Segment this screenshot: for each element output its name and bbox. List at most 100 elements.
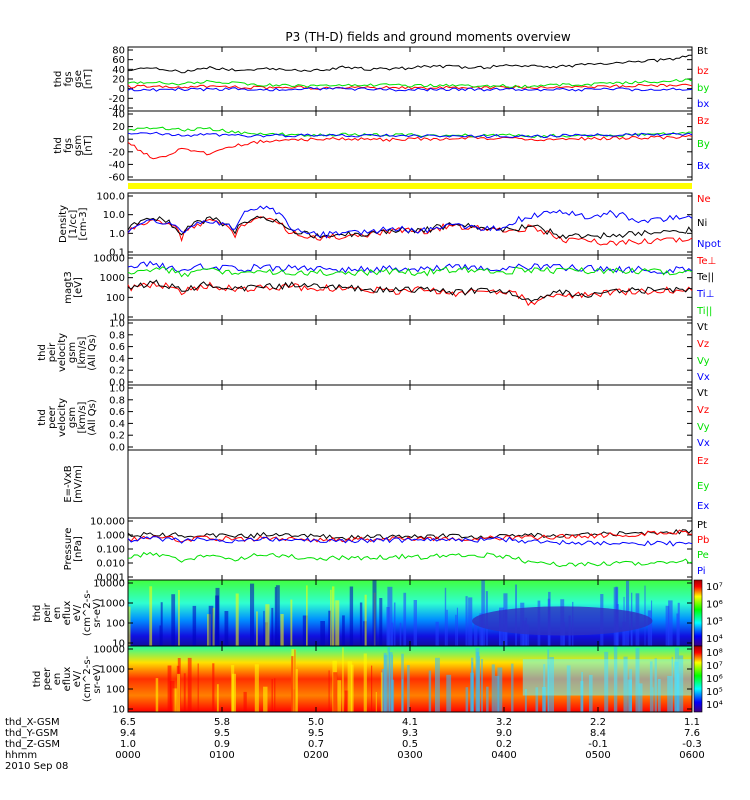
y-axis-label-line: [nT] (83, 69, 94, 89)
y-axis-label: Pressure [nPa] (63, 528, 84, 571)
panel-temp: 10000 1000 100 10 magt3 [eV] (63, 254, 693, 324)
spectrogram-streak (335, 600, 340, 646)
colorbar-tick-label: 10⁶ (706, 674, 723, 685)
spectrogram-streak (295, 669, 298, 712)
y-axis-label-line: thd (53, 71, 64, 88)
panel-peer_eflux: 10⁸ 10⁷ 10⁶ 10⁵ 10⁴ 10000 1000 100 10 thd peer en ef… (32, 645, 723, 716)
spectrogram-streak (386, 607, 390, 646)
spectrogram-streak (580, 681, 584, 712)
spectrogram-streak (407, 665, 410, 712)
spectrogram-streak (349, 586, 354, 646)
y-axis-label-line: fgs (63, 71, 74, 86)
y-axis-label: thd peir velocity gsm [km/s] (All Qs) (37, 333, 98, 372)
spectrogram-streak (627, 679, 632, 712)
y-axis-label: thd peer velocity gsm [km/s] (All Qs) (37, 398, 98, 437)
series-line-density-2 (127, 205, 693, 239)
y-axis-label-line: fgs (63, 138, 74, 153)
y-tick-label: -40 (109, 104, 125, 115)
x-tick-label: 3.2 (496, 717, 512, 728)
legend-entry: Vy (697, 356, 710, 367)
y-tick-label: 0.8 (109, 395, 125, 406)
spectrogram-streak (337, 680, 342, 712)
spectrogram-streak (446, 609, 448, 646)
x-tick-label: 0400 (491, 750, 516, 761)
y-tick-label: 80 (112, 46, 125, 57)
y-tick-label: 60 (112, 55, 125, 66)
y-tick-label: 10.0 (103, 210, 125, 221)
spectrogram-streak (342, 615, 345, 646)
x-tick-label: 0100 (209, 750, 234, 761)
spectrogram-streak (178, 590, 180, 646)
series-line-fgs_gse-3 (127, 86, 693, 92)
series-line-temp-3 (127, 266, 693, 278)
legend-entry: Pe (697, 550, 709, 561)
legend-entry: by (697, 83, 709, 94)
spectrogram-streak (511, 663, 514, 712)
y-axis-label-line: en (52, 673, 63, 686)
spectrogram-streak (651, 600, 653, 646)
spectrogram-streak (291, 656, 294, 712)
spectrogram-streak (455, 614, 457, 646)
spectrogram-streak (372, 580, 377, 646)
y-axis-label-line: sr-eV) (92, 598, 103, 627)
y-tick-label: 0.6 (109, 342, 125, 353)
spectrogram-streak (364, 594, 367, 646)
y-axis-label-line: gsm (67, 342, 78, 363)
y-tick-label: 1.000 (96, 531, 125, 542)
spectrogram-streak (280, 614, 284, 646)
y-axis-label-line: (cm^2-s- (82, 589, 93, 636)
spectrogram-streak (290, 599, 293, 646)
y-axis-label-line: thd (32, 605, 43, 622)
x-tick-label: 4.1 (402, 717, 418, 728)
y-axis-label-line: [km/s] (77, 336, 88, 368)
colorbar (693, 645, 703, 713)
spectrogram-streak (265, 604, 270, 646)
spectrogram-streak (183, 673, 186, 712)
y-tick-label: 0.1 (109, 248, 125, 259)
series-line-temp-0 (127, 281, 693, 307)
spectrogram-streak (275, 585, 280, 646)
y-tick-label: 0.4 (109, 354, 125, 365)
colorbar-tick-label: 10⁸ (706, 648, 723, 659)
series-line-density-1 (127, 215, 693, 240)
spectrogram-streak (347, 661, 353, 712)
chart-title: P3 (TH-D) fields and ground moments over… (285, 30, 570, 44)
legend-entry: Vy (697, 422, 710, 433)
y-axis-label-line: E=-VxB (63, 465, 74, 502)
legend-entry: Ez (697, 456, 709, 467)
x-tick-label: 8.4 (590, 728, 606, 739)
spectrogram-streak (665, 605, 670, 646)
legend-entry: Ti⊥ (696, 289, 714, 300)
legend-entry: Pb (697, 535, 709, 546)
spectrogram-streak (393, 602, 396, 646)
spectrogram-streak (294, 649, 296, 712)
y-tick-label: 1000 (100, 599, 125, 610)
legend-entry: Ne (697, 194, 711, 205)
y-tick-label: -60 (109, 173, 125, 184)
legend-entry: Vx (697, 372, 710, 383)
spectrogram-streak (491, 664, 495, 712)
panel-frame (127, 449, 693, 519)
legend-entry: Ni (697, 218, 707, 229)
spectrogram-streak (465, 687, 469, 712)
panel-frame (127, 517, 693, 581)
spectrogram-region (472, 606, 653, 636)
spectrogram-streak (271, 607, 274, 646)
y-tick-label: 0.4 (109, 419, 125, 430)
legend-entry: Vt (697, 388, 708, 399)
spectrogram-streak (399, 622, 402, 646)
x-tick-label: 0.5 (402, 739, 418, 750)
x-axis-row-label: 2010 Sep 08 (5, 761, 68, 772)
spectrogram-streak (647, 610, 652, 646)
x-tick-label: 0300 (397, 750, 422, 761)
y-axis-label-line: peir (47, 342, 58, 362)
spectrogram-streak (306, 585, 308, 646)
colorbar-tick-label: 10⁴ (706, 634, 723, 645)
spectrogram-streak (525, 624, 530, 646)
spectrogram-streak (216, 684, 219, 712)
spectrogram-streak (446, 674, 452, 712)
y-axis-label-line: velocity (57, 333, 68, 372)
x-tick-label: 9.5 (308, 728, 324, 739)
legend-entry: By (697, 139, 710, 150)
y-tick-label: 1.0 (109, 319, 125, 330)
